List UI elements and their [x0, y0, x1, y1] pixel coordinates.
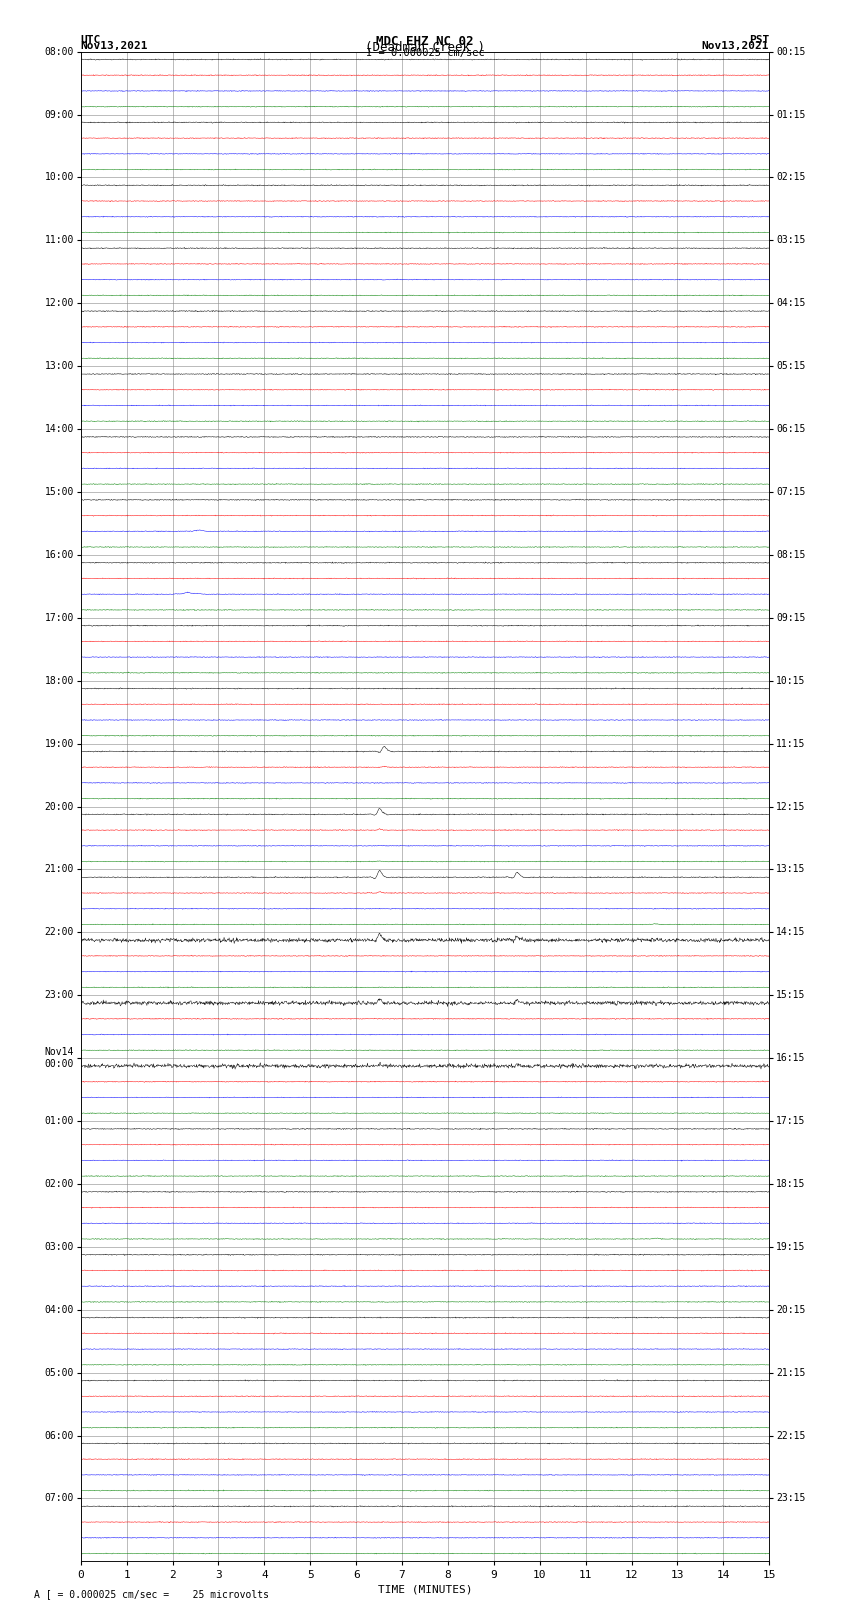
Text: A [ = 0.000025 cm/sec =    25 microvolts: A [ = 0.000025 cm/sec = 25 microvolts: [34, 1589, 269, 1600]
Text: (Deadman Creek ): (Deadman Creek ): [365, 40, 485, 55]
Text: Nov13,2021: Nov13,2021: [81, 40, 148, 52]
Text: MDC EHZ NC 02: MDC EHZ NC 02: [377, 35, 473, 48]
Text: UTC: UTC: [81, 35, 101, 45]
Text: PST: PST: [749, 35, 769, 45]
X-axis label: TIME (MINUTES): TIME (MINUTES): [377, 1584, 473, 1595]
Text: Nov13,2021: Nov13,2021: [702, 40, 769, 52]
Text: I = 0.000025 cm/sec: I = 0.000025 cm/sec: [366, 47, 484, 58]
